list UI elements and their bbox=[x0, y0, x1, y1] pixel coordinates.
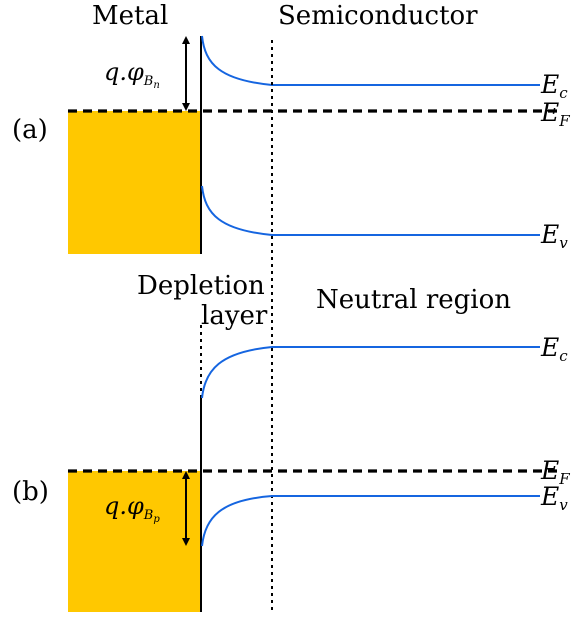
panel-b-tag: (b) bbox=[12, 477, 49, 507]
ef-label-a: EF bbox=[540, 98, 570, 130]
ec-label-b: Ec bbox=[540, 333, 568, 365]
depletion-label-line2: layer bbox=[201, 301, 268, 331]
depletion-label-line1: Depletion bbox=[137, 271, 265, 301]
panel-a-tag: (a) bbox=[12, 115, 48, 145]
ev-label-a: Ev bbox=[540, 220, 568, 252]
valence-band-b bbox=[201, 495, 540, 547]
panel-a: (a) q.φBn Ec EF Ev bbox=[12, 35, 570, 254]
ef-label-b: EF bbox=[540, 456, 570, 488]
semiconductor-label: Semiconductor bbox=[278, 1, 478, 31]
metal-label: Metal bbox=[92, 1, 168, 31]
barrier-height-label-a: q.φBn bbox=[104, 58, 160, 91]
barrier-height-label-b: q.φBp bbox=[104, 492, 160, 525]
valence-band-a bbox=[201, 185, 540, 236]
panel-b: (b) q.φBp Ec EF Ev bbox=[12, 333, 570, 612]
metal-block-a bbox=[68, 111, 201, 254]
metal-block-b bbox=[68, 471, 201, 612]
conduction-band-a bbox=[201, 35, 540, 86]
ec-label-a: Ec bbox=[540, 70, 568, 102]
conduction-band-b bbox=[201, 346, 540, 399]
neutral-region-label: Neutral region bbox=[316, 285, 511, 315]
ev-label-b: Ev bbox=[540, 482, 568, 514]
